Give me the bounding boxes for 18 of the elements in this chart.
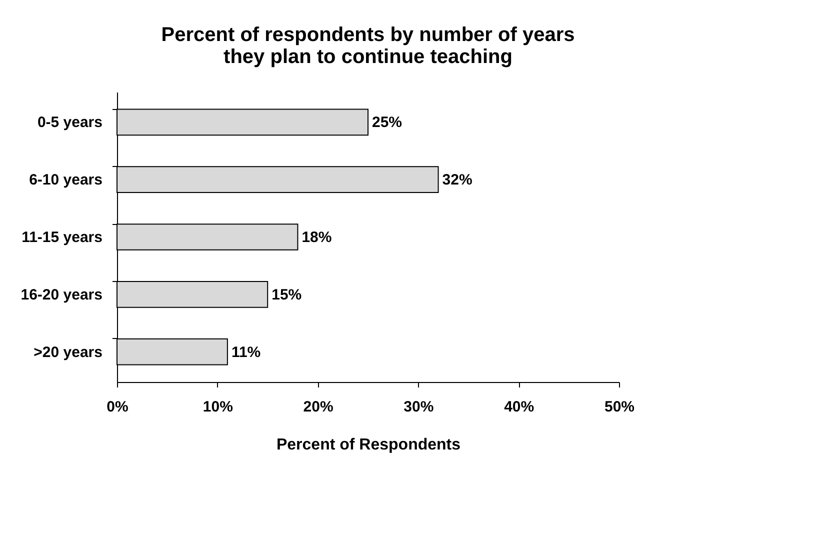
y-tick-label: >20 years [34,344,102,361]
y-tick-label: 6-10 years [29,172,102,189]
data-label: 15% [272,286,302,304]
x-tick-label: 50% [604,398,635,416]
y-tick-label: 16-20 years [20,286,102,304]
x-axis-title: Percent of Respondents [276,436,461,454]
data-label: 32% [442,172,472,189]
y-tick-label: 0-5 years [37,114,102,132]
x-tick-label: 0% [106,398,128,416]
y-tick-label: 11-15 years [22,229,102,246]
x-tick-label: 40% [504,398,534,416]
data-label: 25% [372,114,402,132]
x-tick-label: 20% [303,398,334,416]
x-tick-label: 10% [202,398,233,416]
x-tick-label: 30% [404,398,434,416]
chart-title: Percent of respondents by number of years they plan to continue teaching [161,24,575,68]
data-label: 11% [231,344,261,361]
data-label: 18% [302,229,332,246]
